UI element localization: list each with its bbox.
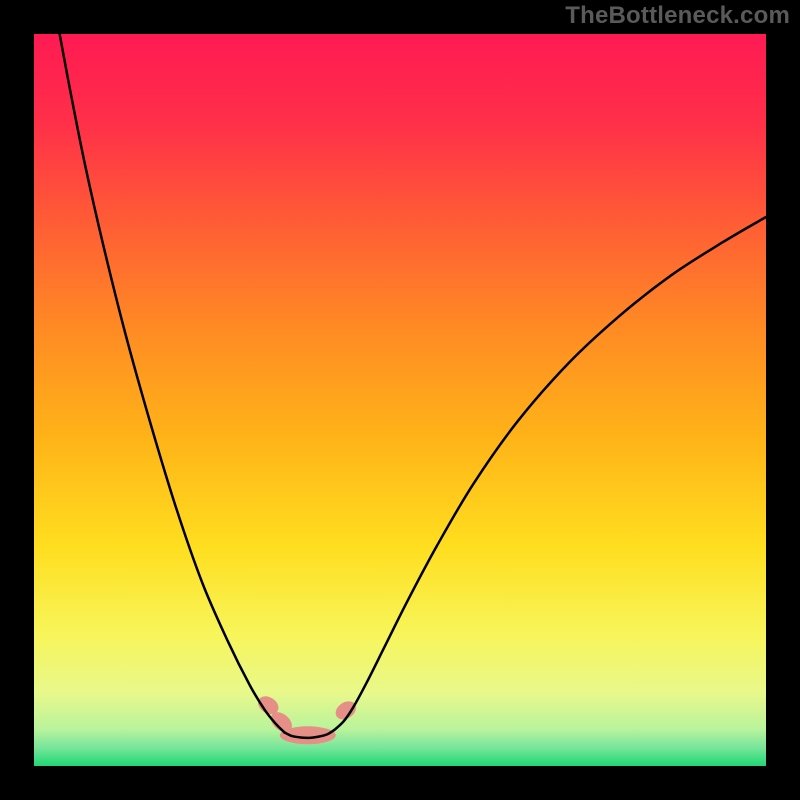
curve-right-branch <box>334 217 766 730</box>
plot-area <box>34 34 766 766</box>
attribution-label: TheBottleneck.com <box>565 2 790 30</box>
chart-frame: TheBottleneck.com <box>0 0 800 800</box>
curve-left-branch <box>60 34 285 732</box>
curve-layer <box>34 34 766 766</box>
curve-group <box>60 34 766 738</box>
